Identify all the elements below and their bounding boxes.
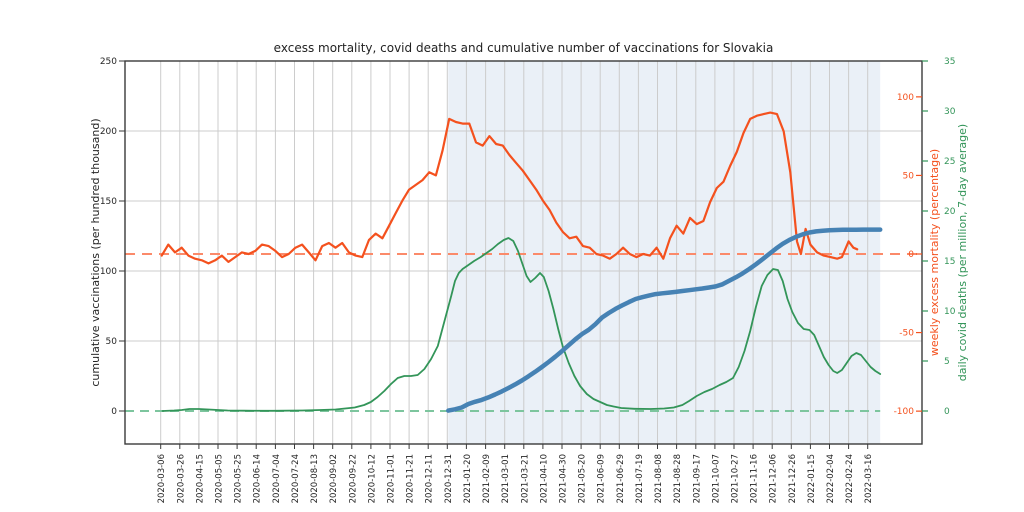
covid-deaths-series-line bbox=[161, 237, 882, 412]
x-tick-label: 2020-03-06 bbox=[157, 454, 167, 503]
left-axis-tick-label: 200 bbox=[100, 127, 117, 137]
excess-mortality-axis-tick-label: 0 bbox=[908, 250, 914, 260]
x-tick-label: 2022-01-15 bbox=[807, 454, 817, 503]
x-tick-label: 2021-10-27 bbox=[731, 454, 741, 503]
x-tick-label: 2020-12-11 bbox=[425, 454, 435, 503]
excess-mortality-axis-tick-label: 50 bbox=[903, 171, 915, 181]
x-tick-label: 2022-02-04 bbox=[826, 454, 836, 503]
x-tick-label: 2020-05-05 bbox=[215, 454, 225, 503]
left-axis-tick-label: 100 bbox=[100, 267, 117, 277]
x-tick-label: 2020-09-02 bbox=[329, 454, 339, 503]
left-axis-tick-label: 250 bbox=[100, 57, 117, 67]
covid-deaths-axis-tick-label: 25 bbox=[944, 157, 955, 167]
x-tick-label: 2020-10-12 bbox=[367, 454, 377, 503]
x-tick-label: 2021-08-08 bbox=[654, 454, 664, 503]
x-tick-label: 2021-02-09 bbox=[482, 454, 492, 503]
x-tick-label: 2021-08-28 bbox=[673, 454, 683, 503]
covid-deaths-axis-tick-label: 10 bbox=[944, 307, 956, 317]
x-tick-label: 2021-12-26 bbox=[788, 454, 798, 503]
x-tick-label: 2022-02-24 bbox=[845, 454, 855, 503]
x-tick-label: 2021-12-06 bbox=[769, 454, 779, 503]
x-tick-label: 2020-06-14 bbox=[253, 454, 263, 503]
x-tick-label: 2021-07-19 bbox=[635, 454, 645, 503]
left-axis-tick-label: 150 bbox=[100, 197, 117, 207]
excess-mortality-axis-tick-label: -100 bbox=[894, 407, 915, 417]
tick-marks bbox=[119, 60, 928, 449]
excess-mortality-axis-title: weekly excess mortality (percentage) bbox=[928, 149, 941, 356]
x-tick-label: 2021-03-21 bbox=[520, 454, 530, 503]
x-tick-label: 2020-08-13 bbox=[310, 454, 320, 503]
x-tick-label: 2021-09-17 bbox=[692, 454, 702, 503]
covid-deaths-axis-tick-label: 20 bbox=[944, 207, 956, 217]
tick-labels: 2020-03-06 2020-03-26 2020-04-15 2020-05-05… bbox=[100, 57, 956, 503]
x-tick-label: 2020-09-22 bbox=[348, 454, 358, 503]
covid-deaths-axis-tick-label: 35 bbox=[944, 57, 955, 67]
left-axis-tick-label: 50 bbox=[106, 337, 118, 347]
left-axis-title: cumulative vaccinations (per hundred tho… bbox=[89, 118, 102, 386]
x-tick-label: 2020-11-21 bbox=[406, 454, 416, 503]
x-tick-label: 2021-04-10 bbox=[539, 454, 549, 503]
vaccinations-series-line bbox=[446, 227, 883, 413]
x-tick-label: 2021-11-16 bbox=[750, 454, 760, 503]
left-axis-tick-label: 0 bbox=[111, 407, 117, 417]
chart-title: excess mortality, covid deaths and cumul… bbox=[273, 41, 774, 55]
x-tick-label: 2021-05-20 bbox=[578, 454, 588, 503]
x-tick-label: 2020-04-15 bbox=[195, 454, 205, 503]
x-tick-label: 2021-03-01 bbox=[501, 454, 511, 503]
x-tick-label: 2020-07-24 bbox=[291, 454, 301, 503]
excess-mortality-axis-tick-label: -50 bbox=[899, 329, 914, 339]
covid-deaths-axis-tick-label: 0 bbox=[944, 407, 950, 417]
covid-deaths-axis-tick-label: 5 bbox=[944, 357, 950, 367]
x-tick-label: 2021-04-30 bbox=[559, 454, 569, 503]
x-tick-label: 2020-07-04 bbox=[272, 454, 282, 503]
x-tick-label: 2021-01-20 bbox=[463, 454, 473, 503]
x-tick-label: 2020-11-01 bbox=[387, 454, 397, 503]
x-tick-label: 2021-10-07 bbox=[711, 454, 721, 503]
x-tick-label: 2021-06-29 bbox=[616, 454, 626, 503]
excess-mortality-axis-tick-label: 100 bbox=[897, 93, 914, 103]
x-tick-label: 2022-03-16 bbox=[864, 454, 874, 503]
x-tick-label: 2020-12-31 bbox=[444, 454, 454, 503]
x-tick-label: 2020-03-26 bbox=[176, 454, 186, 503]
covid-deaths-axis-tick-label: 30 bbox=[944, 107, 956, 117]
excess-mortality-series-line bbox=[160, 111, 859, 265]
covid-deaths-axis-tick-label: 15 bbox=[944, 257, 955, 267]
x-tick-label: 2020-05-25 bbox=[234, 454, 244, 503]
covid-deaths-axis-title: daily covid deaths (per million, 7-day a… bbox=[956, 124, 969, 381]
x-tick-label: 2021-06-09 bbox=[597, 454, 607, 503]
